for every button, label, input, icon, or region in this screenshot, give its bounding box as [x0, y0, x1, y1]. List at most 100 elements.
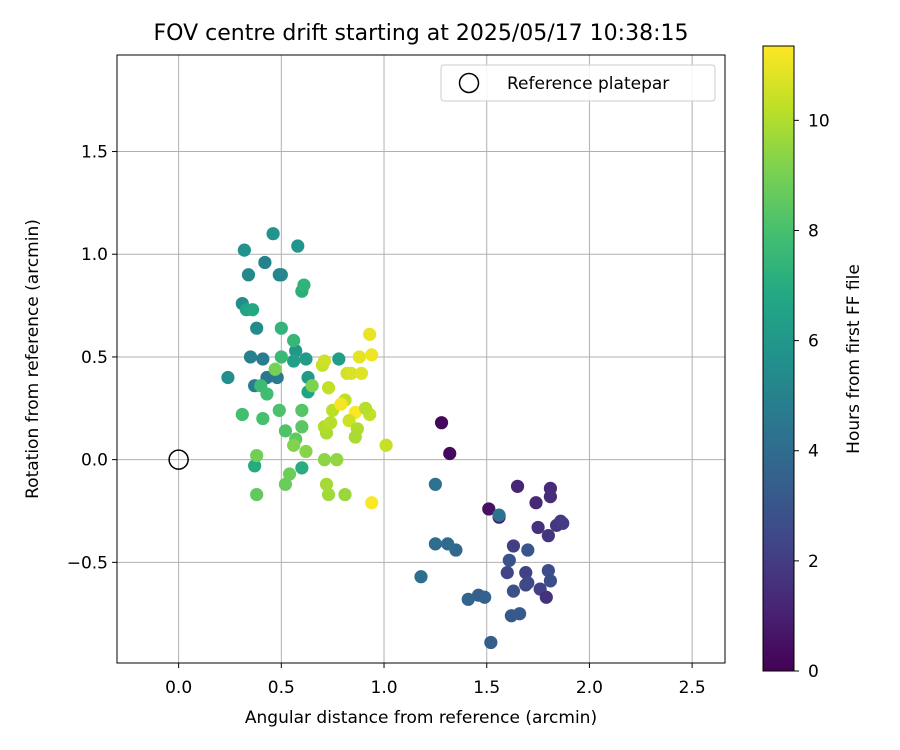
colorbar-tick-label: 6: [808, 332, 819, 352]
scatter-point: [352, 350, 366, 364]
y-tick-label: 0.5: [81, 348, 108, 368]
grid-lines: [117, 55, 725, 663]
scatter-point: [256, 352, 270, 366]
scatter-point: [237, 243, 251, 257]
scatter-point: [321, 487, 336, 502]
colorbar-tick-label: 4: [808, 442, 819, 462]
scatter-point: [506, 584, 521, 598]
scatter-point: [379, 438, 393, 452]
scatter-point: [543, 490, 558, 504]
legend-label-reference: Reference platepar: [507, 74, 669, 94]
colorbar-label: Hours from first FF file: [844, 264, 864, 454]
scatter-point: [434, 416, 449, 430]
scatter-point: [358, 401, 373, 415]
scatter-point: [245, 303, 260, 317]
scatter-point: [266, 227, 280, 241]
scatter-point: [512, 607, 527, 621]
scatter-point: [258, 255, 272, 270]
x-tick-label: 1.5: [473, 678, 500, 698]
scatter-point: [241, 268, 256, 282]
scatter-point: [500, 566, 514, 580]
scatter-point: [510, 479, 525, 493]
x-axis-ticks: 0.0 0.5 1.0 1.5 2.0 2.5: [165, 663, 706, 698]
scatter-point: [321, 381, 336, 395]
scatter-point: [295, 420, 309, 434]
scatter-point: [478, 590, 492, 604]
scatter-point: [250, 448, 264, 463]
scatter-point: [324, 416, 338, 430]
scatter-point: [299, 352, 313, 366]
scatter-point: [519, 578, 533, 592]
colorbar-ticks: 0 2 4 6 8 10: [794, 111, 830, 682]
scatter-point: [235, 407, 249, 422]
scatter-point: [287, 333, 301, 348]
scatter-point: [297, 278, 311, 292]
scatter-point: [338, 487, 352, 502]
scatter-point: [529, 496, 543, 510]
x-tick-label: 2.5: [679, 678, 706, 698]
scatter-point: [365, 348, 379, 362]
legend-marker-reference: [458, 72, 480, 94]
scatter-point: [363, 327, 377, 341]
scatter-point: [278, 477, 293, 491]
scatter-point: [256, 411, 270, 426]
scatter-point: [287, 354, 301, 368]
scatter-point: [243, 350, 258, 364]
y-tick-label: 1.0: [81, 245, 108, 265]
scatter-points: [221, 227, 570, 650]
scatter-point: [330, 453, 344, 467]
scatter-point: [506, 539, 521, 553]
scatter-point: [519, 566, 533, 580]
scatter-point: [492, 508, 506, 522]
scatter-point: [295, 403, 309, 417]
scatter-point: [484, 635, 498, 650]
scatter-point: [334, 397, 348, 411]
scatter-point: [274, 350, 288, 364]
colorbar-tick-label: 2: [808, 552, 819, 572]
scatter-point: [278, 424, 293, 438]
reference-marker: [168, 449, 189, 470]
scatter-point: [521, 543, 535, 557]
scatter-point: [299, 444, 313, 459]
scatter-point: [260, 387, 274, 401]
plot-frame: [116, 54, 726, 664]
scatter-point: [248, 459, 262, 473]
scatter-point: [319, 477, 334, 491]
y-tick-label: 1.5: [81, 143, 108, 163]
scatter-point: [332, 352, 346, 366]
scatter-point: [272, 403, 286, 417]
y-tick-label: −0.5: [67, 553, 108, 573]
scatter-point: [556, 516, 570, 530]
scatter-point: [539, 590, 553, 604]
scatter-point: [354, 366, 369, 380]
x-tick-label: 0.0: [165, 678, 192, 698]
x-tick-label: 2.0: [576, 678, 603, 698]
y-axis-ticks: −0.5 0.0 0.5 1.0 1.5: [67, 143, 117, 573]
scatter-point: [274, 268, 288, 282]
scatter-point: [443, 446, 457, 461]
colorbar-tick-label: 10: [808, 111, 830, 131]
scatter-point: [342, 414, 356, 428]
x-tick-label: 1.0: [371, 678, 398, 698]
scatter-point: [543, 574, 558, 588]
scatter-point: [428, 537, 442, 551]
scatter-point: [414, 570, 428, 584]
y-tick-label: 0.0: [81, 451, 108, 471]
scatter-point: [461, 592, 475, 606]
x-tick-label: 0.5: [268, 678, 295, 698]
scatter-point: [317, 453, 332, 467]
colorbar-tick-label: 8: [808, 221, 819, 241]
scatter-point: [250, 321, 264, 335]
colorbar: [762, 45, 795, 672]
scatter-point: [305, 379, 319, 393]
scatter-point: [541, 529, 555, 543]
scatter-point: [365, 496, 379, 510]
reference-platepar-point: [168, 449, 189, 470]
scatter-point: [274, 321, 288, 335]
scatter-point: [428, 477, 442, 491]
scatter-point: [441, 537, 455, 551]
legend-box: [440, 64, 716, 102]
scatter-point: [268, 362, 282, 376]
chart-title: FOV centre drift starting at 2025/05/17 …: [154, 21, 689, 46]
